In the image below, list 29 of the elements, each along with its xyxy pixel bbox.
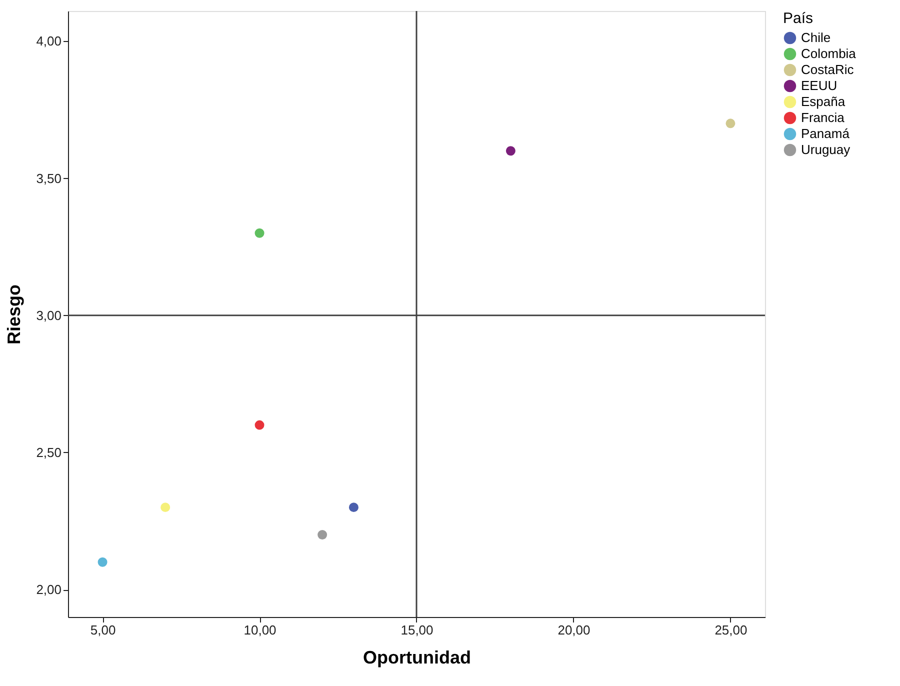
y-axis-title: Riesgo (4, 284, 24, 345)
point (318, 530, 328, 540)
legend-label: EEUU (801, 78, 838, 93)
y-tick-label: 3,50 (36, 170, 62, 186)
legend-label: Panamá (801, 126, 850, 141)
x-axis-title: Oportunidad (363, 648, 471, 668)
y-tick-label: 2,00 (36, 582, 62, 598)
point (506, 146, 516, 156)
legend-label: Chile (801, 30, 831, 45)
legend-title: País (783, 10, 814, 27)
point (254, 228, 264, 238)
x-tick-label: 20,00 (558, 622, 590, 638)
y-tick-label: 2,50 (36, 444, 62, 460)
x-tick-label: 10,00 (244, 622, 276, 638)
point (726, 118, 736, 128)
x-tick-label: 15,00 (400, 622, 434, 638)
y-tick-label: 4,00 (36, 34, 62, 49)
y-tick-label: 3,00 (36, 308, 62, 323)
legend-label: Uruguay (801, 142, 851, 157)
x-tick-label: 25,00 (714, 622, 748, 638)
legend-label: CostaRic (801, 62, 854, 77)
point (98, 557, 108, 567)
legend-label: España (801, 94, 846, 109)
point (348, 502, 358, 512)
legend-label: Colombia (801, 46, 857, 61)
point (254, 420, 264, 430)
point (160, 502, 170, 512)
legend-label: Francia (801, 110, 846, 125)
x-tick-label: 5,00 (90, 622, 116, 638)
